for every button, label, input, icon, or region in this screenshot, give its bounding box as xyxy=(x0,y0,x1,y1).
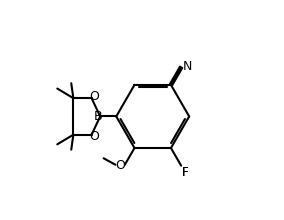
Text: O: O xyxy=(89,90,99,103)
Text: N: N xyxy=(182,60,192,73)
Text: F: F xyxy=(182,166,189,179)
Text: O: O xyxy=(89,130,99,143)
Text: B: B xyxy=(93,110,102,123)
Text: O: O xyxy=(115,159,125,172)
Text: F: F xyxy=(182,166,189,179)
Text: F: F xyxy=(182,166,189,179)
